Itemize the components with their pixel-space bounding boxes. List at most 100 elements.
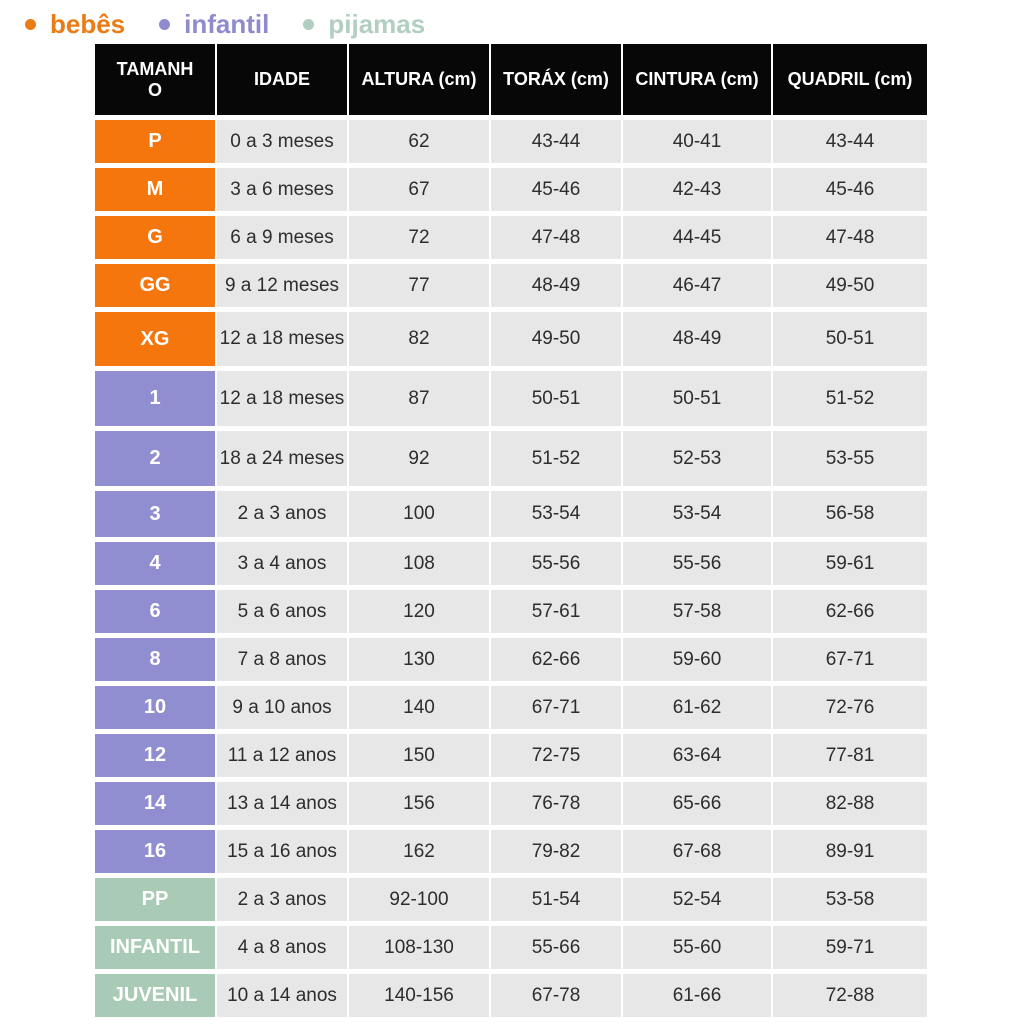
torax-cell: 51-54 [491, 878, 621, 921]
idade-cell: 12 a 18 meses [217, 312, 347, 366]
table-header-row: TAMANHO IDADE ALTURA (cm) TORÁX (cm) CINTURA… [95, 44, 927, 115]
torax-cell: 49-50 [491, 312, 621, 366]
idade-cell: 3 a 6 meses [217, 168, 347, 211]
idade-cell: 0 a 3 meses [217, 120, 347, 163]
cintura-cell: 50-51 [623, 371, 771, 426]
size-cell: XG [95, 312, 215, 366]
size-cell: GG [95, 264, 215, 307]
altura-cell: 120 [349, 590, 489, 633]
torax-cell: 76-78 [491, 782, 621, 825]
cintura-cell: 59-60 [623, 638, 771, 681]
idade-cell: 10 a 14 anos [217, 974, 347, 1017]
column-header-quadril: QUADRIL (cm) [773, 44, 927, 115]
idade-cell: 18 a 24 meses [217, 431, 347, 486]
cintura-cell: 44-45 [623, 216, 771, 259]
size-cell: 8 [95, 638, 215, 681]
altura-cell: 92 [349, 431, 489, 486]
size-cell: INFANTIL [95, 926, 215, 969]
size-cell: 14 [95, 782, 215, 825]
quadril-cell: 53-55 [773, 431, 927, 486]
cintura-cell: 55-60 [623, 926, 771, 969]
altura-cell: 162 [349, 830, 489, 873]
torax-cell: 67-71 [491, 686, 621, 729]
quadril-cell: 89-91 [773, 830, 927, 873]
torax-cell: 67-78 [491, 974, 621, 1017]
altura-cell: 140-156 [349, 974, 489, 1017]
idade-cell: 9 a 10 anos [217, 686, 347, 729]
size-chart-table: TAMANHO IDADE ALTURA (cm) TORÁX (cm) CINTURA… [95, 44, 927, 1017]
column-header-altura: ALTURA (cm) [349, 44, 489, 115]
table-row: GG 9 a 12 meses 77 48-49 46-47 49-50 [95, 264, 927, 307]
idade-cell: 4 a 8 anos [217, 926, 347, 969]
table-row: 14 13 a 14 anos 156 76-78 65-66 82-88 [95, 782, 927, 825]
torax-cell: 79-82 [491, 830, 621, 873]
size-cell: 6 [95, 590, 215, 633]
idade-cell: 2 a 3 anos [217, 491, 347, 537]
size-cell: 12 [95, 734, 215, 777]
torax-cell: 72-75 [491, 734, 621, 777]
table-row: 1 12 a 18 meses 87 50-51 50-51 51-52 [95, 371, 927, 426]
table-row: 12 11 a 12 anos 150 72-75 63-64 77-81 [95, 734, 927, 777]
legend-item-infantil: infantil [159, 9, 269, 40]
quadril-cell: 62-66 [773, 590, 927, 633]
altura-cell: 100 [349, 491, 489, 537]
torax-cell: 62-66 [491, 638, 621, 681]
cintura-cell: 55-56 [623, 542, 771, 585]
idade-cell: 9 a 12 meses [217, 264, 347, 307]
size-cell: JUVENIL [95, 974, 215, 1017]
altura-cell: 92-100 [349, 878, 489, 921]
column-header-tamanho: TAMANHO [95, 44, 215, 115]
altura-cell: 130 [349, 638, 489, 681]
torax-cell: 50-51 [491, 371, 621, 426]
quadril-cell: 77-81 [773, 734, 927, 777]
cintura-cell: 57-58 [623, 590, 771, 633]
legend-item-pijamas: pijamas [303, 9, 425, 40]
cintura-cell: 67-68 [623, 830, 771, 873]
table-row: JUVENIL 10 a 14 anos 140-156 67-78 61-66 72-8… [95, 974, 927, 1017]
legend: bebês infantil pijamas [25, 8, 1024, 40]
idade-cell: 13 a 14 anos [217, 782, 347, 825]
cintura-cell: 46-47 [623, 264, 771, 307]
torax-cell: 55-56 [491, 542, 621, 585]
torax-cell: 55-66 [491, 926, 621, 969]
torax-cell: 53-54 [491, 491, 621, 537]
altura-cell: 82 [349, 312, 489, 366]
quadril-cell: 51-52 [773, 371, 927, 426]
size-cell: 3 [95, 491, 215, 537]
column-header-torax: TORÁX (cm) [491, 44, 621, 115]
quadril-cell: 49-50 [773, 264, 927, 307]
size-cell: 16 [95, 830, 215, 873]
idade-cell: 7 a 8 anos [217, 638, 347, 681]
idade-cell: 2 a 3 anos [217, 878, 347, 921]
quadril-cell: 82-88 [773, 782, 927, 825]
size-cell: P [95, 120, 215, 163]
size-cell: G [95, 216, 215, 259]
quadril-cell: 43-44 [773, 120, 927, 163]
torax-cell: 57-61 [491, 590, 621, 633]
bullet-icon [303, 18, 315, 30]
torax-cell: 43-44 [491, 120, 621, 163]
quadril-cell: 53-58 [773, 878, 927, 921]
altura-cell: 72 [349, 216, 489, 259]
altura-cell: 77 [349, 264, 489, 307]
idade-cell: 3 a 4 anos [217, 542, 347, 585]
quadril-cell: 59-61 [773, 542, 927, 585]
cintura-cell: 48-49 [623, 312, 771, 366]
torax-cell: 48-49 [491, 264, 621, 307]
quadril-cell: 45-46 [773, 168, 927, 211]
cintura-cell: 61-62 [623, 686, 771, 729]
table-row: 16 15 a 16 anos 162 79-82 67-68 89-91 [95, 830, 927, 873]
legend-label: infantil [184, 8, 270, 39]
table-row: 10 9 a 10 anos 140 67-71 61-62 72-76 [95, 686, 927, 729]
legend-label: pijamas [328, 8, 426, 39]
altura-cell: 87 [349, 371, 489, 426]
quadril-cell: 59-71 [773, 926, 927, 969]
size-cell: 4 [95, 542, 215, 585]
quadril-cell: 47-48 [773, 216, 927, 259]
cintura-cell: 40-41 [623, 120, 771, 163]
